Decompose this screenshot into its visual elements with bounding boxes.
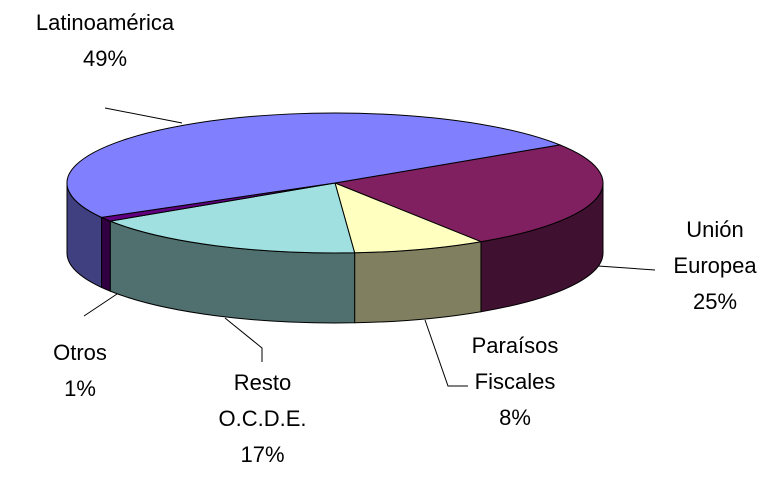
value-label: 49% xyxy=(82,46,128,71)
slice-label: Latinoamérica 49% xyxy=(5,5,205,77)
leader-line xyxy=(597,265,656,271)
pie-slice xyxy=(108,182,356,254)
slice-label: Otros 1% xyxy=(35,335,125,407)
slice-label: Paraísos Fiscales 8% xyxy=(455,328,575,436)
category-label: Resto O.C.D.E. xyxy=(218,370,307,431)
pie-side xyxy=(101,216,111,292)
pie-slice xyxy=(333,144,604,243)
leader-line xyxy=(104,107,183,124)
value-label: 25% xyxy=(692,289,738,314)
value-label: 1% xyxy=(64,376,96,401)
category-label: Otros xyxy=(53,340,107,365)
pie-slice xyxy=(66,112,562,218)
category-label: Latinoamérica xyxy=(35,10,175,35)
category-label: Paraísos Fiscales xyxy=(471,333,559,394)
slice-label: Unión Europea 25% xyxy=(655,212,775,320)
leader-line xyxy=(424,319,468,387)
leader-line xyxy=(224,317,263,362)
value-label: 17% xyxy=(240,442,285,467)
pie-side xyxy=(354,241,482,324)
category-label: Unión Europea xyxy=(673,217,757,278)
leader-line xyxy=(83,293,118,317)
slice-label: Resto O.C.D.E. 17% xyxy=(205,365,320,473)
pie-slice xyxy=(334,182,483,254)
value-label: 8% xyxy=(499,405,531,430)
